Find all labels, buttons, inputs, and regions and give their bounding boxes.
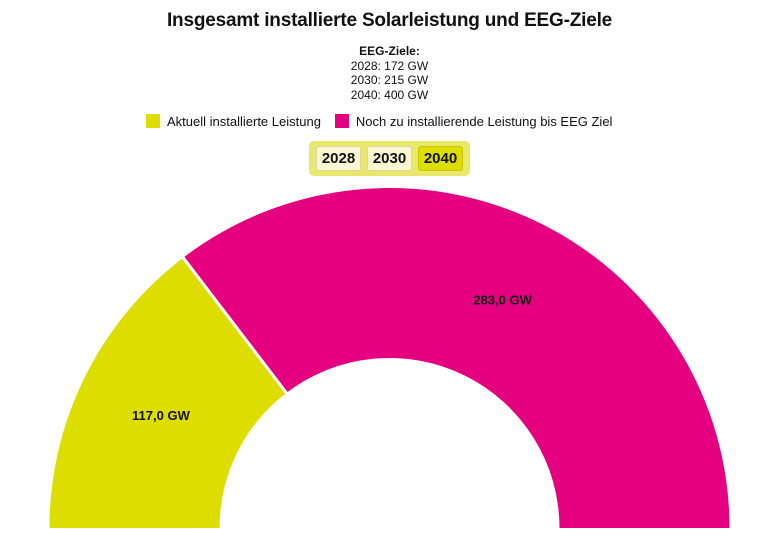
chart-legend: Aktuell installierte Leistung Noch zu in… — [146, 113, 626, 129]
segment-installed[interactable] — [49, 257, 287, 528]
segment-label-installed: 117,0 GW — [132, 408, 191, 423]
legend-swatch-remaining — [334, 114, 349, 128]
legend-label-installed: Aktuell installierte Leistung — [167, 113, 321, 129]
chart-subtitle: EEG-Ziele: 2028: 172 GW 2030: 215 GW 204… — [0, 44, 779, 102]
target-year-switch: 2028 2030 2040 — [309, 141, 470, 176]
subtitle-line-2030: 2030: 215 GW — [350, 73, 429, 87]
subtitle-line-2040: 2040: 400 GW — [350, 87, 429, 102]
subtitle-heading: EEG-Ziele: — [359, 44, 420, 58]
subtitle-line-2028: 2028: 172 GW — [350, 58, 429, 73]
chart-title: Insgesamt installierte Solarleistung und… — [166, 10, 613, 31]
legend-item-remaining[interactable]: Noch zu installierende Leistung bis EEG … — [334, 113, 613, 129]
year-button-2030[interactable]: 2030 — [367, 146, 412, 171]
year-button-2040[interactable]: 2040 — [418, 146, 463, 171]
segment-separator — [181, 256, 289, 395]
legend-label-remaining: Noch zu installierende Leistung bis EEG … — [355, 113, 613, 129]
year-button-2028[interactable]: 2028 — [316, 146, 361, 171]
legend-item-installed[interactable]: Aktuell installierte Leistung — [146, 114, 321, 129]
segment-remaining[interactable] — [183, 188, 730, 528]
legend-swatch-installed — [146, 114, 160, 128]
segment-label-remaining: 283,0 GW — [473, 292, 532, 307]
